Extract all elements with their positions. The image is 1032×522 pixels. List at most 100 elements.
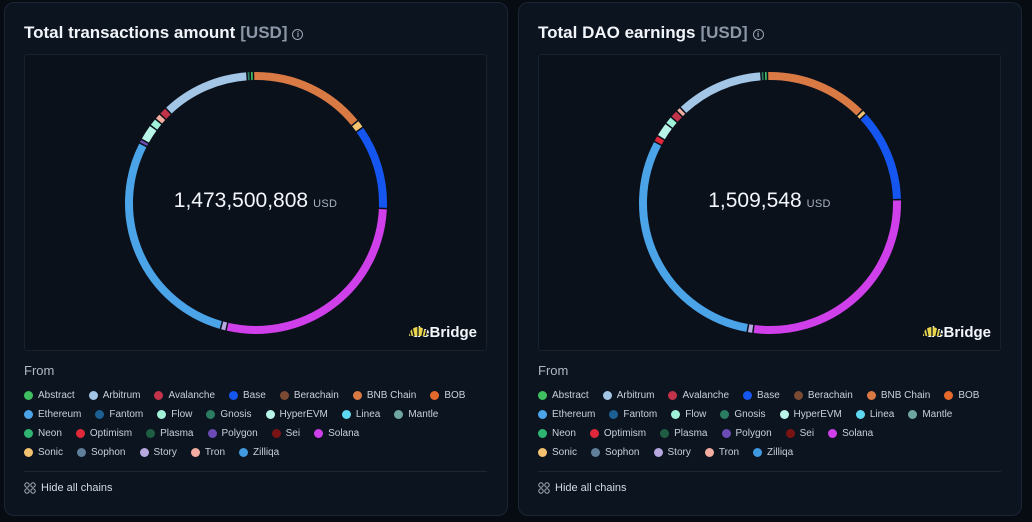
legend-item[interactable]: Fantom <box>95 409 143 420</box>
donut-slice-arbitrum[interactable] <box>680 72 761 113</box>
legend-row: Ethereum Fantom Flow Gnosis HyperEVM Linea Man… <box>538 405 1008 424</box>
legend-item[interactable]: Ethereum <box>24 409 81 420</box>
legend-label: Mantle <box>408 409 439 420</box>
legend-item[interactable]: Zilliqa <box>239 447 279 458</box>
legend-item[interactable]: HyperEVM <box>779 409 842 420</box>
legend-swatch <box>271 429 281 438</box>
legend-item[interactable]: Neon <box>24 428 62 439</box>
legend-item[interactable]: Fantom <box>609 409 657 420</box>
legend-item[interactable]: Neon <box>538 428 576 439</box>
legend-swatch <box>538 391 547 400</box>
legend-item[interactable]: Avalanche <box>668 390 729 401</box>
legend-item[interactable]: Flow <box>157 409 192 420</box>
legend-label: Optimism <box>89 428 133 439</box>
debridge-logo: deBridge <box>922 324 991 341</box>
legend-item[interactable]: Berachain <box>793 390 853 401</box>
legend-item[interactable]: Base <box>229 390 266 401</box>
legend-item[interactable]: Story <box>653 447 691 458</box>
legend-item[interactable]: Abstract <box>24 390 75 401</box>
legend-item[interactable]: Tron <box>190 447 225 458</box>
donut-slice-solana[interactable] <box>226 209 387 334</box>
donut-slice-optimism[interactable] <box>654 136 665 145</box>
hide-all-chains-button[interactable]: Hide all chains <box>24 482 113 494</box>
legend-item[interactable]: Gnosis <box>206 409 252 420</box>
legend-item[interactable]: Sei <box>271 428 300 439</box>
transactions-card: Total transactions amount [USD] i 1,473,… <box>4 2 508 516</box>
donut-slice-flow[interactable] <box>666 117 677 128</box>
legend-item[interactable]: Sonic <box>24 447 63 458</box>
donut-slice-base[interactable] <box>860 114 901 200</box>
legend-item[interactable]: Plasma <box>660 428 708 439</box>
donut-slice-solana[interactable] <box>753 200 901 334</box>
legend-item[interactable]: BOB <box>944 390 979 401</box>
donut-slice-tron[interactable] <box>156 114 166 124</box>
legend-item[interactable]: Gnosis <box>720 409 766 420</box>
divider <box>24 471 487 472</box>
donut-slice-hyperevm[interactable] <box>658 124 672 140</box>
donut-chart <box>639 72 901 334</box>
legend-swatch <box>24 391 33 400</box>
donut-slice-story[interactable] <box>747 324 754 333</box>
donut-slice-polygon[interactable] <box>139 139 149 146</box>
info-icon[interactable]: i <box>292 28 304 40</box>
legend-item[interactable]: Abstract <box>538 390 589 401</box>
legend-item[interactable]: Base <box>743 390 780 401</box>
donut-slice-avalanche[interactable] <box>671 111 682 122</box>
legend-item[interactable]: Story <box>139 447 177 458</box>
legend-label: Tron <box>718 447 740 458</box>
legend-item[interactable]: Tron <box>704 447 740 458</box>
info-icon[interactable]: i <box>752 28 764 40</box>
donut-slice-bnb-chain[interactable] <box>768 72 862 116</box>
legend-item[interactable]: Optimism <box>75 428 133 439</box>
legend-item[interactable]: Sei <box>785 428 814 439</box>
donut-slice-ethereum[interactable] <box>125 143 222 329</box>
legend-item[interactable]: Sonic <box>538 447 577 458</box>
legend-item[interactable]: Arbitrum <box>602 390 654 401</box>
donut-slice-flow[interactable] <box>150 119 162 130</box>
legend-swatch <box>146 429 156 438</box>
legend-item[interactable]: Solana <box>828 428 873 439</box>
legend-item[interactable]: BNB Chain <box>352 390 416 401</box>
donut-slice-avalanche[interactable] <box>160 108 171 119</box>
donut-slice-sonic[interactable] <box>352 121 363 132</box>
legend-item[interactable]: HyperEVM <box>265 409 328 420</box>
legend-swatch <box>430 391 440 400</box>
legend-item[interactable]: Flow <box>671 409 706 420</box>
legend-item[interactable]: Sophon <box>591 447 640 458</box>
legend-item[interactable]: Plasma <box>146 428 194 439</box>
legend-item[interactable]: Zilliqa <box>753 447 793 458</box>
legend-row: Neon Optimism Plasma Polygon Sei Solana <box>538 424 1008 443</box>
legend-item[interactable]: BNB Chain <box>866 390 930 401</box>
legend-item[interactable]: Mantle <box>908 409 952 420</box>
donut-slice-tron[interactable] <box>677 108 686 117</box>
legend-item[interactable]: Linea <box>341 409 380 420</box>
legend-item[interactable]: Polygon <box>207 428 258 439</box>
donut-slice-bnb-chain[interactable] <box>254 72 358 126</box>
legend-item[interactable]: Berachain <box>279 390 339 401</box>
legend-swatch <box>157 410 167 419</box>
legend-item[interactable]: Optimism <box>589 428 646 439</box>
legend-item[interactable]: Avalanche <box>154 390 215 401</box>
legend-item[interactable]: Arbitrum <box>88 390 140 401</box>
card-title-unit: [USD] <box>700 23 748 42</box>
legend-item[interactable]: Linea <box>855 409 894 420</box>
legend-item[interactable]: Ethereum <box>538 409 595 420</box>
legend-item[interactable]: BOB <box>430 390 465 401</box>
legend-swatch <box>793 391 803 400</box>
donut-slice-sonic[interactable] <box>857 110 866 119</box>
hide-all-chains-button[interactable]: Hide all chains <box>538 482 627 494</box>
legend-item[interactable]: Sophon <box>77 447 126 458</box>
legend-label: Base <box>243 390 266 401</box>
legend-label: BOB <box>958 390 980 401</box>
legend-item[interactable]: Solana <box>314 428 359 439</box>
donut-center-unit: USD <box>806 198 831 210</box>
legend-swatch <box>538 410 547 419</box>
legend-item[interactable]: Polygon <box>721 428 772 439</box>
donut-slice-base[interactable] <box>356 127 387 208</box>
donut-slice-story[interactable] <box>221 321 228 331</box>
donut-slice-ethereum[interactable] <box>639 142 748 332</box>
legend-item[interactable]: Mantle <box>394 409 438 420</box>
donut-slice-hyperevm[interactable] <box>141 126 157 143</box>
legend-swatch <box>589 429 599 438</box>
donut-slice-arbitrum[interactable] <box>166 72 247 114</box>
